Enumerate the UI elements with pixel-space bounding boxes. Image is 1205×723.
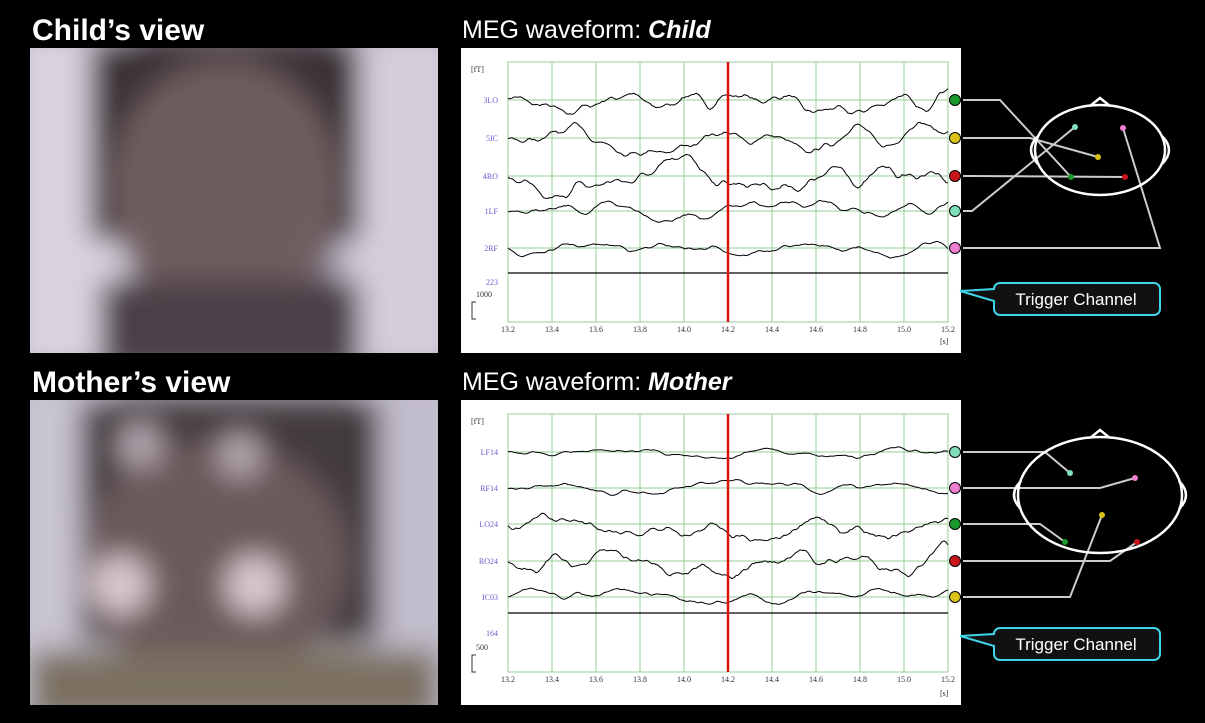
waveform-title-prefix: MEG waveform:	[462, 16, 648, 44]
x-tick-label: 13.8	[633, 675, 647, 684]
channel-label: 1LF	[485, 207, 499, 216]
sensor-dot	[1099, 512, 1105, 518]
x-tick-label: 13.2	[501, 675, 515, 684]
x-tick-label: 14.2	[721, 675, 735, 684]
channel-dot	[949, 94, 961, 106]
x-tick-label: 15.2	[941, 325, 955, 334]
channel-dot	[949, 591, 961, 603]
waveform-subject: Child	[648, 16, 711, 44]
panel: Mother’s view MEG waveform: Mother 13.2 13.…	[32, 366, 1188, 705]
sensor-dot	[1067, 470, 1073, 476]
channel-label: 2RF	[484, 244, 498, 253]
leader-line	[963, 523, 1066, 543]
trigger-value: 223	[486, 278, 498, 287]
leader-line	[963, 137, 1099, 158]
panel: Child’s view MEG waveform: Child 13.2 13.4 1…	[32, 14, 1171, 353]
sensor-dot	[1068, 174, 1074, 180]
view-title: Child’s view	[32, 14, 205, 47]
channel-label: 3LO	[483, 96, 498, 105]
leader-line	[963, 541, 1138, 562]
sensor-dot	[1062, 539, 1068, 545]
leader-line	[963, 514, 1103, 598]
scale-label: 500	[476, 643, 488, 652]
leader-line	[963, 127, 1162, 249]
sensor-dot	[1122, 174, 1128, 180]
callout-box	[959, 282, 1161, 316]
x-tick-label: 14.0	[677, 675, 691, 684]
trigger-value: 164	[486, 629, 498, 638]
x-tick-label: 13.4	[545, 675, 559, 684]
x-tick-label: 13.6	[589, 325, 603, 334]
channel-label: RO24	[479, 557, 498, 566]
leader-line	[963, 126, 1076, 212]
x-tick-label: 15.0	[897, 325, 911, 334]
x-tick-label: 15.2	[941, 675, 955, 684]
callout-text: Trigger Channel	[1015, 635, 1136, 654]
waveform-title: MEG waveform: Mother	[462, 368, 733, 396]
view-title: Mother’s view	[32, 366, 231, 399]
channel-label: 4RO	[483, 172, 498, 181]
waveform-title: MEG waveform: Child	[462, 16, 711, 44]
channel-dot	[949, 205, 961, 217]
child-photo	[30, 48, 438, 353]
leader-line	[963, 175, 1126, 178]
x-tick-label: 13.2	[501, 325, 515, 334]
x-unit: [s]	[940, 689, 949, 698]
channel-dot	[949, 170, 961, 182]
channel-dot	[949, 242, 961, 254]
scale-bar	[471, 301, 476, 320]
sensor-dot	[1132, 475, 1138, 481]
head-outline	[1016, 435, 1184, 555]
plot-box	[461, 400, 961, 705]
sensor-dot	[1072, 124, 1078, 130]
callout-text: Trigger Channel	[1015, 290, 1136, 309]
x-tick-label: 14.6	[809, 675, 823, 684]
channel-label: RF14	[480, 484, 498, 493]
x-tick-label: 13.4	[545, 325, 559, 334]
callout-box	[959, 627, 1161, 661]
channel-dot	[949, 555, 961, 567]
leader-line	[963, 99, 1072, 178]
x-unit: [s]	[940, 337, 949, 346]
sensor-dot	[1120, 125, 1126, 131]
x-tick-label: 14.4	[765, 325, 779, 334]
leader-line	[963, 477, 1136, 489]
channel-dot	[949, 518, 961, 530]
x-tick-label: 14.2	[721, 325, 735, 334]
x-tick-label: 13.6	[589, 675, 603, 684]
channel-dot	[949, 132, 961, 144]
x-tick-label: 15.0	[897, 675, 911, 684]
scale-bar	[471, 654, 476, 673]
y-unit: [fT]	[471, 417, 484, 426]
scale-label: 1000	[476, 290, 492, 299]
x-tick-label: 14.0	[677, 325, 691, 334]
plot-box	[461, 48, 961, 353]
waveform-subject: Mother	[648, 368, 733, 396]
channel-dot	[949, 446, 961, 458]
x-tick-label: 14.8	[853, 325, 867, 334]
x-tick-label: 14.4	[765, 675, 779, 684]
channel-label: 5IC	[486, 134, 498, 143]
x-tick-label: 14.8	[853, 675, 867, 684]
waveform-title-prefix: MEG waveform:	[462, 368, 648, 396]
x-tick-label: 13.8	[633, 325, 647, 334]
sensor-dot	[1095, 154, 1101, 160]
sensor-dot	[1134, 539, 1140, 545]
x-tick-label: 14.6	[809, 325, 823, 334]
channel-dot	[949, 482, 961, 494]
head-outline	[1033, 103, 1167, 197]
channel-label: LO24	[479, 520, 498, 529]
y-unit: [fT]	[471, 65, 484, 74]
mother-photo	[30, 400, 438, 705]
channel-label: LF14	[481, 448, 498, 457]
channel-label: IC03	[482, 593, 498, 602]
